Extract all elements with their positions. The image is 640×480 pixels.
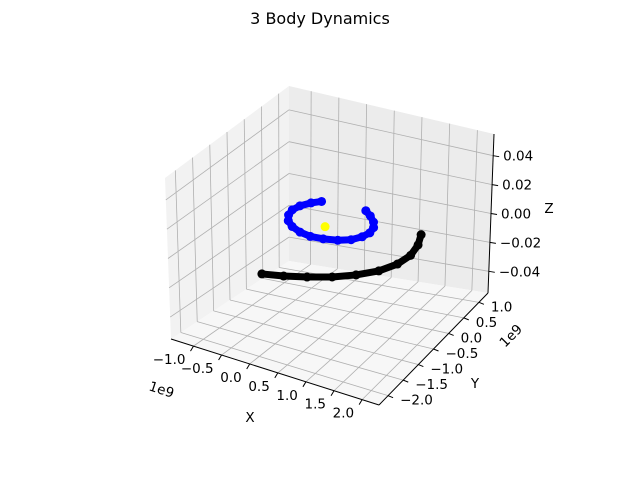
series-1-point bbox=[374, 266, 384, 276]
y-grid-floor-line bbox=[229, 299, 434, 350]
series-0-point bbox=[305, 231, 315, 241]
data-series bbox=[257, 196, 426, 282]
z-grid-left-line bbox=[165, 109, 290, 201]
y-tick-mark bbox=[433, 348, 439, 352]
z-grid-right-line bbox=[288, 141, 493, 185]
series-1-point bbox=[327, 272, 337, 282]
x-axis-line bbox=[170, 338, 380, 406]
y-grid-floor-line bbox=[246, 288, 449, 334]
y-tick-mark bbox=[463, 317, 469, 321]
series-1-point bbox=[279, 271, 289, 281]
y-tick-mark bbox=[478, 301, 485, 305]
y-tick-mark bbox=[387, 395, 394, 399]
x-tick-mark bbox=[190, 345, 194, 352]
x-tick-mark bbox=[302, 381, 307, 388]
z-tick-mark bbox=[488, 270, 495, 273]
y-tick-label: −1.5 bbox=[415, 377, 448, 393]
series-0-point bbox=[317, 196, 327, 206]
pane-floor bbox=[171, 261, 488, 405]
series-1-path bbox=[258, 231, 425, 281]
z-grid-right-line bbox=[288, 204, 490, 243]
x-tick-label: −0.5 bbox=[181, 361, 214, 377]
chart-title: 3 Body Dynamics bbox=[250, 9, 390, 28]
series-1-point bbox=[392, 259, 402, 269]
z-tick-label: 0.02 bbox=[502, 178, 532, 194]
series-0-point bbox=[357, 232, 367, 242]
x-tick-mark bbox=[274, 372, 279, 379]
series-0-point bbox=[318, 234, 328, 244]
x-tick-mark bbox=[358, 399, 363, 405]
x-axis-label: X bbox=[245, 410, 254, 426]
series-2-point bbox=[320, 222, 330, 232]
z-axis-label: Z bbox=[544, 201, 553, 217]
z-grid-left-line bbox=[169, 236, 290, 318]
y-tick-label: 0.0 bbox=[461, 330, 482, 346]
z-tick-mark bbox=[490, 213, 498, 215]
y-grid-floor-line bbox=[180, 332, 389, 397]
x-tick-label: 0.0 bbox=[220, 370, 241, 386]
y-tick-mark bbox=[418, 364, 424, 368]
z-tick-label: −0.04 bbox=[499, 264, 540, 280]
y-axis-label: Y bbox=[470, 376, 480, 392]
x-offset-label: 1e9 bbox=[147, 379, 176, 402]
y-tick-label: 1.0 bbox=[491, 299, 512, 315]
y-axis-line bbox=[378, 292, 489, 406]
series-0-point bbox=[346, 235, 356, 245]
y-tick-label: 0.5 bbox=[476, 315, 497, 331]
z-tick-label: 0.00 bbox=[501, 207, 531, 223]
series-0-point bbox=[295, 201, 305, 211]
series-0-point bbox=[365, 228, 375, 238]
x-tick-label: 1.0 bbox=[276, 388, 297, 404]
series-1-point bbox=[406, 250, 416, 260]
z-grid-right-line bbox=[288, 109, 494, 157]
y-offset-label: 1e9 bbox=[497, 321, 526, 350]
y-tick-label: −0.5 bbox=[446, 346, 479, 362]
z-tick-mark bbox=[489, 241, 496, 244]
series-0-point bbox=[287, 205, 297, 215]
z-grid-left-line bbox=[168, 204, 290, 289]
series-0-point bbox=[295, 227, 305, 237]
z-grid-left-line bbox=[166, 141, 290, 230]
z-tick-label: −0.02 bbox=[500, 235, 541, 251]
x-tick-mark bbox=[218, 354, 223, 361]
z-tick-mark bbox=[493, 155, 500, 158]
tick-labels: −1.0−0.50.00.51.01.52.0−2.0−1.5−1.0−0.50… bbox=[153, 149, 542, 422]
z-tick-mark bbox=[492, 184, 499, 187]
series-1-point bbox=[257, 269, 267, 279]
z-grid-right-line bbox=[288, 173, 492, 214]
x-tick-mark bbox=[330, 390, 335, 396]
z-grid-left-line bbox=[167, 173, 290, 259]
x-tick-label: 2.0 bbox=[333, 406, 354, 422]
x-tick-label: −1.0 bbox=[153, 352, 186, 368]
y-tick-label: −2.0 bbox=[400, 393, 433, 409]
y-tick-label: −1.0 bbox=[430, 362, 463, 378]
y-grid-floor-line bbox=[262, 277, 464, 319]
y-grid-floor-line bbox=[213, 310, 419, 365]
x-tick-mark bbox=[246, 363, 251, 370]
y-tick-mark bbox=[403, 379, 409, 383]
series-1-point bbox=[416, 230, 426, 240]
x-tick-label: 1.5 bbox=[305, 397, 326, 413]
y-grid-floor-line bbox=[279, 267, 479, 303]
x-tick-label: 0.5 bbox=[248, 379, 269, 395]
series-1-point bbox=[351, 270, 361, 280]
series-1-point bbox=[413, 240, 423, 250]
axis-lines bbox=[170, 133, 500, 406]
z-axis-line bbox=[487, 133, 495, 294]
series-0-point bbox=[306, 198, 316, 208]
series-0-point bbox=[333, 235, 343, 245]
series-1-point bbox=[302, 272, 312, 282]
y-tick-mark bbox=[448, 332, 454, 336]
y-grid-floor-line bbox=[197, 321, 404, 381]
z-tick-label: 0.04 bbox=[503, 149, 533, 165]
